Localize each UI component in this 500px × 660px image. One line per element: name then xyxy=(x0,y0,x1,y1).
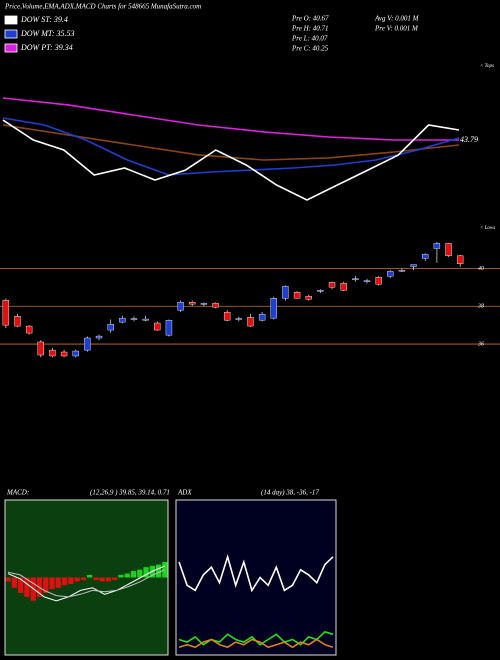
histogram-bar xyxy=(112,577,118,581)
stat: Pre L: 40.07 xyxy=(291,35,328,43)
stat: Pre O: 40.67 xyxy=(291,15,329,23)
candle-body xyxy=(95,335,103,339)
candle-body xyxy=(130,318,138,320)
candle-body xyxy=(270,298,277,319)
last-value: 43.79 xyxy=(460,135,478,144)
candle-body xyxy=(422,254,429,259)
candle-body xyxy=(25,325,33,334)
panel-subtitle: (12,26,9 ) 39.85, 39.14, 0.71 xyxy=(90,489,170,497)
series-line xyxy=(2,124,460,161)
candle-body xyxy=(328,282,336,288)
histogram-bar xyxy=(130,571,137,578)
legend-swatch xyxy=(4,15,18,25)
histogram-bar xyxy=(143,567,149,578)
candle-body xyxy=(293,292,301,299)
candle-body xyxy=(340,283,347,291)
series-line xyxy=(7,565,166,602)
histogram-bar xyxy=(74,577,80,582)
histogram-bar xyxy=(155,564,162,578)
candle-body xyxy=(84,337,91,351)
candle-body xyxy=(189,302,196,305)
candle-body xyxy=(282,286,289,299)
histogram-bar xyxy=(24,577,30,597)
series-line xyxy=(7,569,166,598)
histogram-bar xyxy=(61,577,68,586)
histogram-bar xyxy=(5,577,11,582)
candle-body xyxy=(305,295,312,300)
candle-body xyxy=(177,302,184,311)
y-tick-label: 40 xyxy=(478,265,484,272)
candle-body xyxy=(107,323,114,331)
histogram-bar xyxy=(80,577,86,581)
candle-body xyxy=(235,318,243,320)
candle-body xyxy=(2,299,10,326)
legend-swatch xyxy=(4,43,18,53)
histogram-bar xyxy=(43,577,49,593)
histogram-bar xyxy=(55,577,61,588)
histogram-bar xyxy=(18,577,24,593)
candle-body xyxy=(49,349,56,357)
candle-body xyxy=(398,270,406,272)
volume-stat: Avg V: 0.001 M xyxy=(374,15,420,23)
annotation: < Tops xyxy=(480,64,494,69)
histogram-bar xyxy=(99,577,105,582)
candle-body xyxy=(317,290,324,292)
histogram-bar xyxy=(93,577,99,581)
panel-title: MACD: xyxy=(6,489,29,497)
histogram-bar xyxy=(87,574,93,578)
candle-body xyxy=(223,312,231,321)
stat: Pre C: 40.25 xyxy=(291,45,329,53)
candle-body xyxy=(363,280,371,282)
histogram-bar xyxy=(11,577,18,588)
panel-title: ADX xyxy=(177,489,192,497)
candle-body xyxy=(119,317,126,323)
candle-body xyxy=(445,243,452,256)
histogram-bar xyxy=(68,577,74,584)
series-line xyxy=(2,117,460,176)
candle-body xyxy=(72,350,79,357)
volume-stat: Pre V: 0.001 M xyxy=(374,25,419,33)
panel-subtitle: (14 day) 38, -36, -17 xyxy=(261,489,319,497)
candle-body xyxy=(375,277,382,285)
histogram-bar xyxy=(137,569,143,578)
candle-body xyxy=(352,278,359,280)
candle-body xyxy=(154,322,161,331)
candle-body xyxy=(37,341,44,356)
series-line xyxy=(178,554,334,593)
series-line xyxy=(2,97,459,141)
candle-body xyxy=(247,316,254,327)
annotation: < Lows xyxy=(480,226,495,231)
legend-swatch xyxy=(4,29,18,39)
stat: Pre H: 40.71 xyxy=(291,25,328,33)
candle-body xyxy=(200,303,208,305)
candle-body xyxy=(165,320,173,336)
histogram-bar xyxy=(118,574,124,578)
series-line xyxy=(178,638,334,649)
candle-body xyxy=(410,264,417,267)
legend-label: DOW PT: 39.34 xyxy=(20,43,73,52)
y-tick-label: 36 xyxy=(477,341,484,347)
candle-body xyxy=(387,271,394,277)
histogram-bar xyxy=(124,573,130,578)
page-title: Price,Volume,EMA,ADX,MACD Charts for 548… xyxy=(4,3,201,11)
series-line xyxy=(2,119,460,201)
candle-body xyxy=(258,313,266,321)
histogram-bar xyxy=(105,577,112,582)
legend-label: DOW ST: 39.4 xyxy=(20,15,68,24)
candle-body xyxy=(14,316,21,327)
histogram-bar xyxy=(49,577,55,590)
y-tick-label: 38 xyxy=(477,304,484,310)
candle-body xyxy=(142,318,149,321)
legend-label: DOW MT: 35.53 xyxy=(20,29,75,38)
candle-body xyxy=(212,302,219,308)
candle-body xyxy=(456,255,464,264)
candle-body xyxy=(60,351,68,357)
candle-body xyxy=(433,243,441,249)
